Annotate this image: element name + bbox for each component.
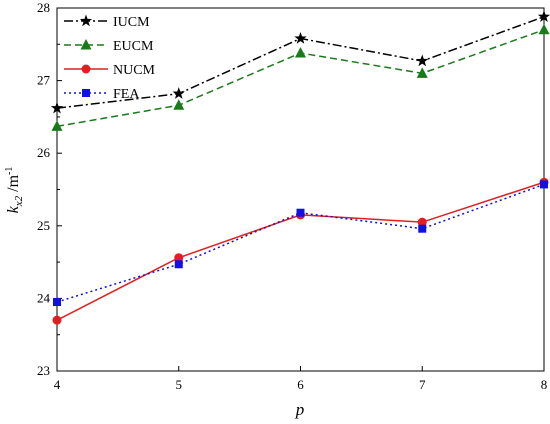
legend-marker-square [82,89,90,97]
series-nucm [52,177,549,325]
data-point-triangle [173,99,185,110]
y-tick-label: 27 [37,73,51,88]
y-tick-label: 26 [37,145,51,160]
data-point-square [296,208,305,217]
series-layer [50,10,550,325]
x-tick-label: 6 [297,377,304,392]
data-point-star [294,31,307,44]
series-fea [53,180,548,307]
data-point-triangle [538,23,550,35]
x-tick-label: 8 [541,377,548,392]
data-point-square [174,260,183,269]
y-axis-label-subscript: x2 [13,195,25,207]
y-axis-label: kx2 /m-1 [4,167,25,214]
y-axis-label-exponent: -1 [4,167,15,175]
legend-marker-triangle [80,39,92,50]
data-point-triangle [416,67,428,78]
data-point-square [418,224,427,233]
series-line [56,183,545,303]
y-tick-label: 28 [37,0,50,15]
y-tick-label: 24 [37,290,51,305]
data-point-square [540,180,548,189]
data-point-circle [417,217,427,227]
y-axis-label-unit: /m [5,174,22,191]
x-tick-label: 7 [419,377,426,392]
legend-marker-circle [81,64,91,74]
legend-label: NUCM [113,63,156,78]
data-point-star [50,101,64,114]
data-point-star [172,87,185,99]
data-point-circle [52,315,62,325]
legend-label: IUCM [113,15,150,30]
legend-label: FEA [113,87,140,102]
legend-label: EUCM [113,39,154,54]
data-point-triangle [51,120,63,131]
y-axis-label-symbol: k [5,205,22,213]
series-line [56,181,545,321]
data-point-square [53,298,61,307]
data-point-triangle [295,47,306,58]
axis-ticks: 4 5 6 7 8 23 24 25 26 27 28 [37,0,547,392]
x-tick-label: 4 [54,377,61,392]
y-tick-label: 23 [37,363,50,378]
y-tick-label: 25 [37,218,50,233]
x-tick-label: 5 [176,377,183,392]
legend: IUCM EUCM NUCM FEA [64,14,156,102]
series-eucm [51,23,550,131]
data-point-circle [174,253,184,263]
x-axis-label: p [295,400,305,419]
series-iucm [50,10,550,114]
legend-marker-star [79,14,93,27]
data-point-star [416,54,429,67]
data-point-star [537,10,550,22]
